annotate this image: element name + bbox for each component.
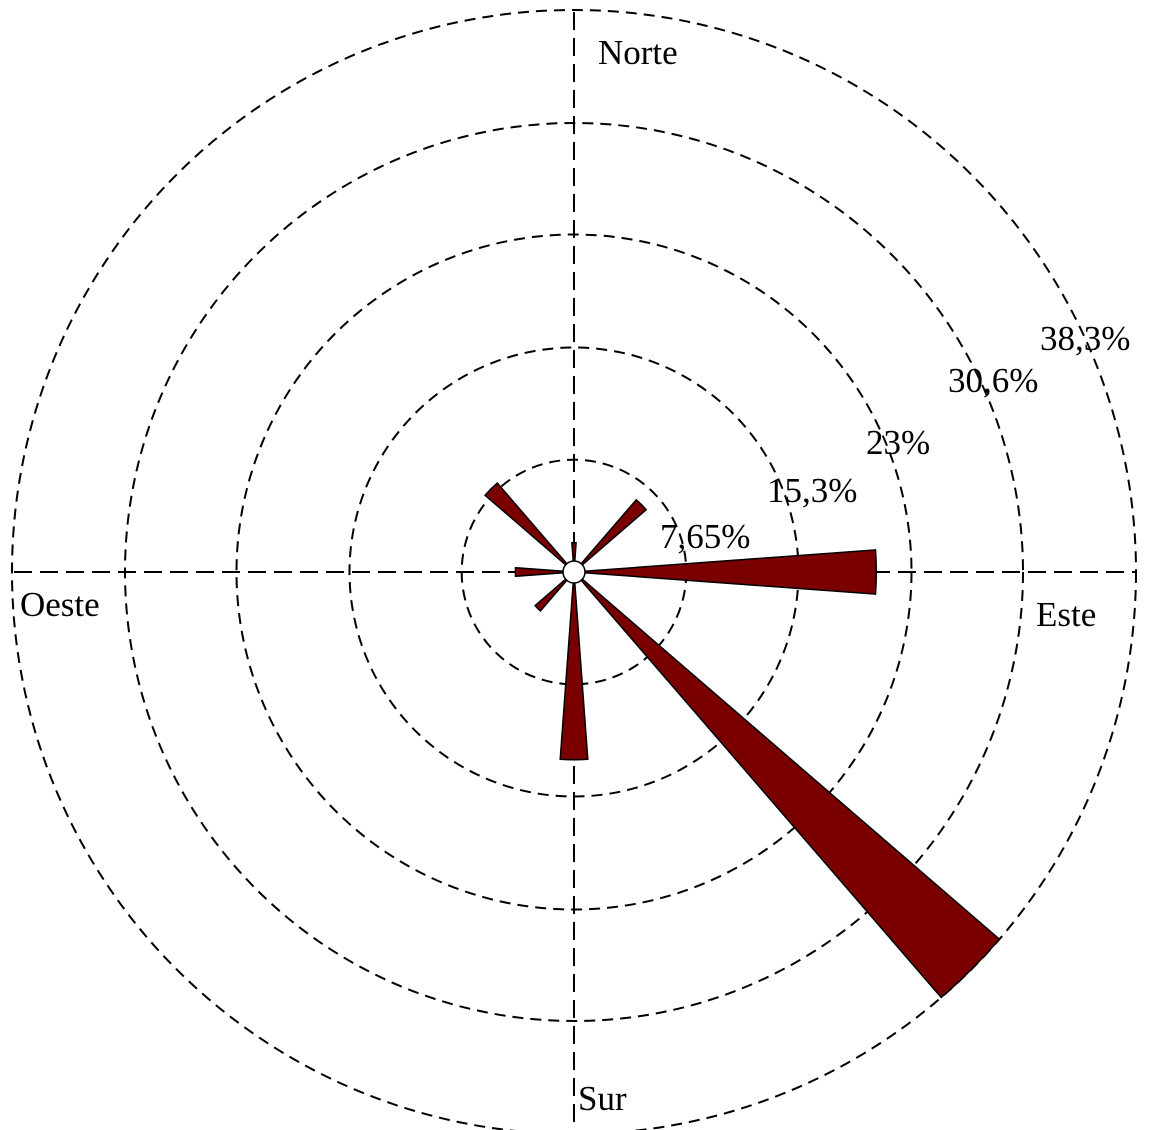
direction-labels: Norte Este Sur Oeste [20,33,1096,1118]
petals [484,482,1001,999]
ring-label-1: 7,65% [660,517,750,556]
direction-label-east: Este [1036,595,1096,634]
ring-label-4: 30,6% [948,361,1038,400]
petal-135deg [573,571,1001,999]
ring-label-5: 38,3% [1040,319,1130,358]
petal-0deg [571,541,577,573]
ring-labels: 7,65% 15,3% 23% 30,6% 38,3% [660,319,1130,556]
petal-270deg [514,566,575,578]
direction-label-north: Norte [598,33,678,72]
petal-45deg [573,498,648,573]
petal-315deg [484,482,575,573]
ring-label-2: 15,3% [767,471,857,510]
petal-225deg [534,571,575,612]
ring-label-3: 23% [866,423,930,462]
direction-label-west: Oeste [20,585,100,624]
center-hub [562,560,586,584]
petal-90deg [573,549,878,595]
direction-label-south: Sur [578,1079,627,1118]
petal-180deg [559,571,589,761]
